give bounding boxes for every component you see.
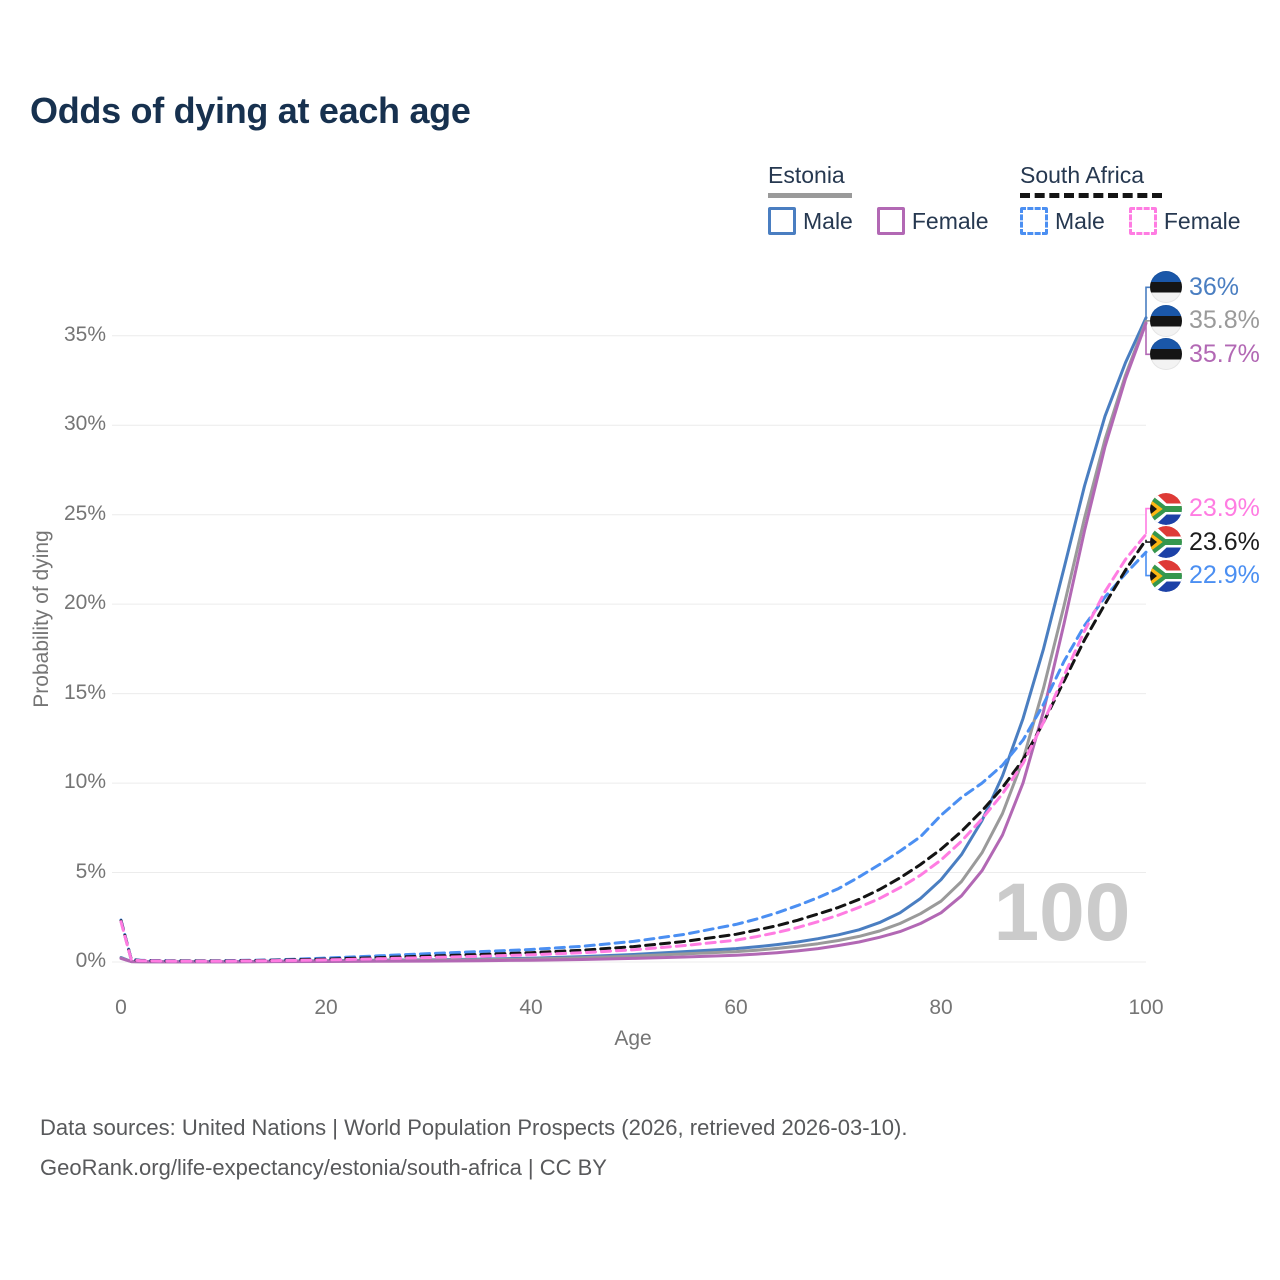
series-line-south-africa-female[interactable] — [119, 532, 1148, 963]
legend-group-south-africa: South Africa Male Female — [1020, 162, 1241, 235]
south-africa-flag-icon — [1150, 559, 1182, 592]
legend-item-south-africa-male[interactable]: Male — [1020, 207, 1105, 235]
south-africa-flag-icon — [1150, 492, 1182, 525]
end-label-connector — [1145, 507, 1150, 535]
end-value-label: 23.6% — [1189, 527, 1260, 556]
legend-item-south-africa-female[interactable]: Female — [1128, 207, 1241, 235]
end-label-connector — [1145, 320, 1150, 322]
series-line-south-africa-both[interactable] — [119, 538, 1148, 963]
series-line-estonia-female[interactable] — [119, 321, 1148, 964]
end-label-connector — [1145, 552, 1150, 577]
connector-lines — [1145, 286, 1150, 577]
legend-estonia-label: Estonia — [768, 162, 845, 188]
y-tick-label: 35% — [63, 322, 106, 346]
footer: Data sources: United Nations | World Pop… — [40, 1108, 907, 1188]
y-tick-label: 30% — [63, 412, 106, 436]
south-africa-flag-graphic — [1150, 526, 1182, 559]
estonia-flag-icon — [1150, 338, 1182, 371]
legend-item-label: Male — [1055, 207, 1105, 234]
end-value-label: 35.8% — [1189, 306, 1260, 335]
legend-swatch-dashed-icon — [1128, 207, 1157, 235]
south-africa-flag-icon — [1150, 526, 1182, 559]
legend-item-label: Male — [803, 207, 853, 234]
legend-swatch-solid-icon — [876, 207, 905, 235]
legend-item-label: Female — [911, 207, 989, 234]
x-tick-label: 60 — [724, 996, 748, 1019]
data-sources-line: Data sources: United Nations | World Pop… — [40, 1115, 908, 1140]
end-label-estonia: 36% — [1150, 271, 1240, 304]
legend-swatch-dashed-icon — [1020, 207, 1048, 235]
legend-estonia-underline — [768, 193, 852, 198]
legend-swatch-solid-icon — [768, 207, 796, 235]
x-tick-label: 40 — [519, 996, 543, 1019]
attribution-line: GeoRank.org/life-expectancy/estonia/sout… — [40, 1155, 607, 1180]
series-line-estonia-both[interactable] — [119, 319, 1148, 964]
age-counter-watermark: 100 — [993, 867, 1131, 958]
x-tick-label: 0 — [115, 996, 127, 1019]
series-lines — [119, 316, 1148, 964]
gridlines — [112, 335, 1146, 963]
end-label-connector — [1145, 539, 1150, 543]
x-tick-label: 20 — [314, 996, 338, 1019]
end-label-connector — [1145, 323, 1150, 356]
legend-item-label: Female — [1163, 207, 1241, 234]
end-label-south-africa: 22.9% — [1150, 559, 1260, 592]
x-tick-label: 100 — [1128, 996, 1164, 1019]
series-line-south-africa-male[interactable] — [119, 550, 1148, 963]
y-tick-label: 25% — [63, 501, 106, 525]
end-value-label: 22.9% — [1189, 561, 1260, 590]
end-value-label: 36% — [1189, 272, 1240, 301]
y-tick-label: 5% — [75, 859, 106, 883]
x-tick-label: 80 — [929, 996, 953, 1019]
series-line-estonia-male[interactable] — [119, 316, 1148, 964]
estonia-flag-icon — [1150, 304, 1182, 337]
y-tick-label: 20% — [63, 591, 106, 615]
chart-title: Odds of dying at each age — [30, 90, 471, 131]
south-africa-flag-graphic — [1150, 492, 1182, 525]
legend-south-africa-label: South Africa — [1020, 162, 1145, 188]
legend-item-estonia-female[interactable]: Female — [876, 207, 989, 235]
legend-item-estonia-male[interactable]: Male — [768, 207, 853, 235]
end-label-south-africa: 23.9% — [1150, 492, 1260, 525]
south-africa-flag-graphic — [1150, 559, 1182, 592]
end-label-south-africa: 23.6% — [1150, 526, 1260, 559]
end-label-connector — [1145, 286, 1150, 318]
end-label-estonia: 35.7% — [1150, 338, 1260, 371]
y-tick-label: 15% — [63, 680, 106, 704]
end-value-label: 35.7% — [1189, 339, 1260, 368]
plot-area — [112, 286, 1150, 964]
legend-group-estonia: Estonia Male Female — [768, 162, 989, 235]
x-axis-title: Age — [614, 1027, 652, 1050]
y-tick-label: 10% — [63, 770, 106, 794]
end-label-estonia: 35.8% — [1150, 304, 1260, 337]
end-value-label: 23.9% — [1189, 494, 1260, 523]
y-tick-label: 0% — [75, 949, 106, 972]
estonia-flag-icon — [1150, 271, 1182, 304]
legend-south-africa-underline — [1020, 193, 1162, 198]
